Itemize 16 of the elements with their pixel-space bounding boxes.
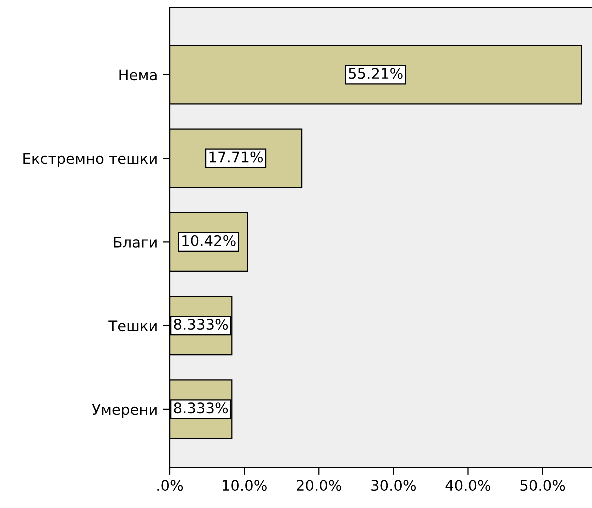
data-label: 17.71% bbox=[210, 152, 264, 163]
x-tick-label: .0% bbox=[158, 480, 184, 492]
data-label: 55.21% bbox=[349, 68, 403, 80]
y-tick-label: Екстремно тешки bbox=[24, 153, 157, 168]
x-tick-label: 10.0% bbox=[222, 480, 267, 492]
y-tick-label: Нема bbox=[120, 70, 157, 81]
x-tick-label: 30.0% bbox=[372, 480, 416, 492]
y-tick-label: Благи bbox=[114, 237, 157, 248]
x-tick-label: 40.0% bbox=[446, 480, 491, 492]
y-tick-label: Умерени bbox=[92, 404, 157, 418]
x-tick-label: 20.0% bbox=[297, 480, 342, 492]
data-label: 8.333% bbox=[174, 319, 228, 330]
data-label: 10.42% bbox=[182, 235, 236, 246]
data-label: 8.333% bbox=[174, 402, 228, 414]
y-tick-label: Тешки bbox=[108, 320, 157, 332]
x-tick-label: 50.0% bbox=[520, 480, 566, 492]
